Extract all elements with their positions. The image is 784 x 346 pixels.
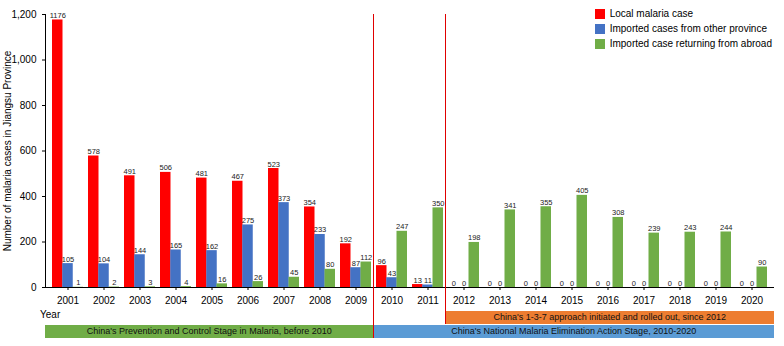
- svg-text:0: 0: [668, 279, 672, 288]
- svg-text:0: 0: [31, 282, 37, 293]
- svg-text:198: 198: [468, 233, 481, 242]
- svg-text:405: 405: [576, 186, 589, 195]
- svg-text:341: 341: [504, 201, 517, 210]
- html-text:Imported case returning from a: Imported case returning from abroad: [609, 38, 772, 49]
- svg-text:Number of malaria cases in Jia: Number of malaria cases in Jiangsu Provi…: [2, 50, 13, 251]
- svg-text:481: 481: [195, 169, 208, 178]
- svg-text:0: 0: [704, 279, 708, 288]
- svg-text:244: 244: [720, 223, 733, 232]
- html-text:China's 1-3-7 approach initiat: China's 1-3-7 approach initiated and rol…: [493, 312, 726, 322]
- svg-text:2: 2: [112, 278, 116, 287]
- svg-text:104: 104: [98, 255, 111, 264]
- svg-text:2018: 2018: [669, 295, 692, 305]
- svg-text:247: 247: [396, 222, 409, 231]
- svg-text:2013: 2013: [489, 295, 512, 305]
- svg-text:523: 523: [267, 160, 280, 169]
- svg-text:144: 144: [134, 246, 147, 255]
- svg-text:0: 0: [452, 279, 456, 288]
- svg-text:243: 243: [684, 223, 697, 232]
- svg-text:2001: 2001: [57, 295, 80, 305]
- svg-text:2015: 2015: [561, 295, 584, 305]
- svg-text:1: 1: [76, 278, 80, 287]
- html-text:Year: Year: [40, 309, 61, 320]
- svg-text:0: 0: [524, 279, 528, 288]
- svg-text:491: 491: [123, 167, 136, 176]
- svg-text:45: 45: [290, 268, 298, 277]
- svg-text:90: 90: [758, 258, 766, 267]
- svg-text:1176: 1176: [50, 11, 66, 20]
- svg-text:0: 0: [498, 279, 502, 288]
- svg-text:2009: 2009: [345, 295, 368, 305]
- svg-text:578: 578: [87, 147, 100, 156]
- svg-text:0: 0: [606, 279, 610, 288]
- svg-text:11: 11: [424, 276, 432, 285]
- svg-text:4: 4: [184, 278, 188, 287]
- svg-text:43: 43: [388, 269, 396, 278]
- svg-text:239: 239: [648, 224, 661, 233]
- svg-text:0: 0: [570, 279, 574, 288]
- svg-text:308: 308: [612, 208, 625, 217]
- svg-text:2020: 2020: [741, 295, 764, 305]
- svg-text:0: 0: [462, 279, 466, 288]
- svg-text:2010: 2010: [381, 295, 404, 305]
- svg-text:2016: 2016: [597, 295, 620, 305]
- svg-text:0: 0: [678, 279, 682, 288]
- svg-text:112: 112: [360, 253, 372, 262]
- svg-text:1,200: 1,200: [11, 9, 36, 20]
- svg-text:2007: 2007: [273, 295, 296, 305]
- svg-text:233: 233: [314, 225, 327, 234]
- svg-text:355: 355: [540, 198, 553, 207]
- svg-text:80: 80: [326, 260, 334, 269]
- svg-text:2006: 2006: [237, 295, 260, 305]
- html-text:Local malaria case: Local malaria case: [609, 8, 694, 19]
- svg-text:165: 165: [170, 241, 183, 250]
- svg-text:0: 0: [632, 279, 636, 288]
- svg-text:350: 350: [432, 199, 445, 208]
- svg-text:2004: 2004: [165, 295, 188, 305]
- svg-text:13: 13: [414, 276, 422, 285]
- svg-text:0: 0: [534, 279, 538, 288]
- svg-text:0: 0: [560, 279, 564, 288]
- svg-text:2008: 2008: [309, 295, 332, 305]
- svg-text:96: 96: [378, 257, 386, 266]
- svg-text:2005: 2005: [201, 295, 224, 305]
- svg-text:467: 467: [231, 172, 244, 181]
- svg-text:0: 0: [488, 279, 492, 288]
- svg-text:2017: 2017: [633, 295, 656, 305]
- svg-text:354: 354: [303, 198, 316, 207]
- svg-text:800: 800: [20, 100, 37, 111]
- svg-text:2011: 2011: [417, 295, 439, 305]
- svg-text:506: 506: [159, 163, 172, 172]
- svg-text:2014: 2014: [525, 295, 548, 305]
- svg-text:16: 16: [218, 275, 226, 284]
- svg-text:373: 373: [278, 194, 291, 203]
- svg-text:0: 0: [642, 279, 646, 288]
- svg-text:0: 0: [740, 279, 744, 288]
- svg-text:400: 400: [20, 191, 37, 202]
- svg-text:2012: 2012: [453, 295, 476, 305]
- svg-text:1,000: 1,000: [11, 54, 36, 65]
- html-text:China's Prevention and Control: China's Prevention and Control Stage in …: [86, 326, 332, 336]
- svg-text:0: 0: [596, 279, 600, 288]
- svg-text:275: 275: [242, 216, 255, 225]
- svg-text:192: 192: [339, 235, 352, 244]
- html-text:Imported cases from other prov: Imported cases from other province: [609, 23, 767, 34]
- svg-text:3: 3: [148, 278, 152, 287]
- svg-text:200: 200: [20, 236, 37, 247]
- svg-text:0: 0: [750, 279, 754, 288]
- svg-text:2003: 2003: [129, 295, 152, 305]
- svg-text:2002: 2002: [93, 295, 116, 305]
- svg-text:600: 600: [20, 145, 37, 156]
- svg-text:2019: 2019: [705, 295, 728, 305]
- svg-text:162: 162: [206, 242, 219, 251]
- svg-text:87: 87: [352, 259, 360, 268]
- svg-text:0: 0: [714, 279, 718, 288]
- html-text:China's National Malaria Elimi: China's National Malaria Elimination Act…: [451, 326, 697, 336]
- svg-text:26: 26: [254, 273, 262, 282]
- svg-text:105: 105: [62, 255, 75, 264]
